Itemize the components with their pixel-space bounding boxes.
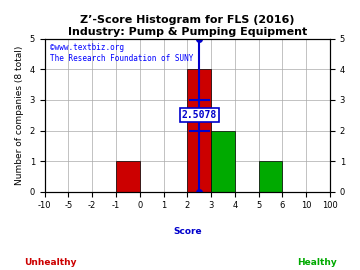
Text: ©www.textbiz.org
The Research Foundation of SUNY: ©www.textbiz.org The Research Foundation… [50, 43, 194, 63]
Y-axis label: Number of companies (8 total): Number of companies (8 total) [15, 46, 24, 185]
Text: Healthy: Healthy [297, 258, 337, 267]
Title: Z’-Score Histogram for FLS (2016)
Industry: Pump & Pumping Equipment: Z’-Score Histogram for FLS (2016) Indust… [68, 15, 307, 37]
Bar [187, 69, 211, 192]
Text: 2.5078: 2.5078 [181, 110, 217, 120]
Bar [258, 161, 282, 192]
Bar [116, 161, 140, 192]
Text: Unhealthy: Unhealthy [24, 258, 77, 267]
Bar [211, 130, 235, 192]
X-axis label: Score: Score [173, 227, 202, 236]
